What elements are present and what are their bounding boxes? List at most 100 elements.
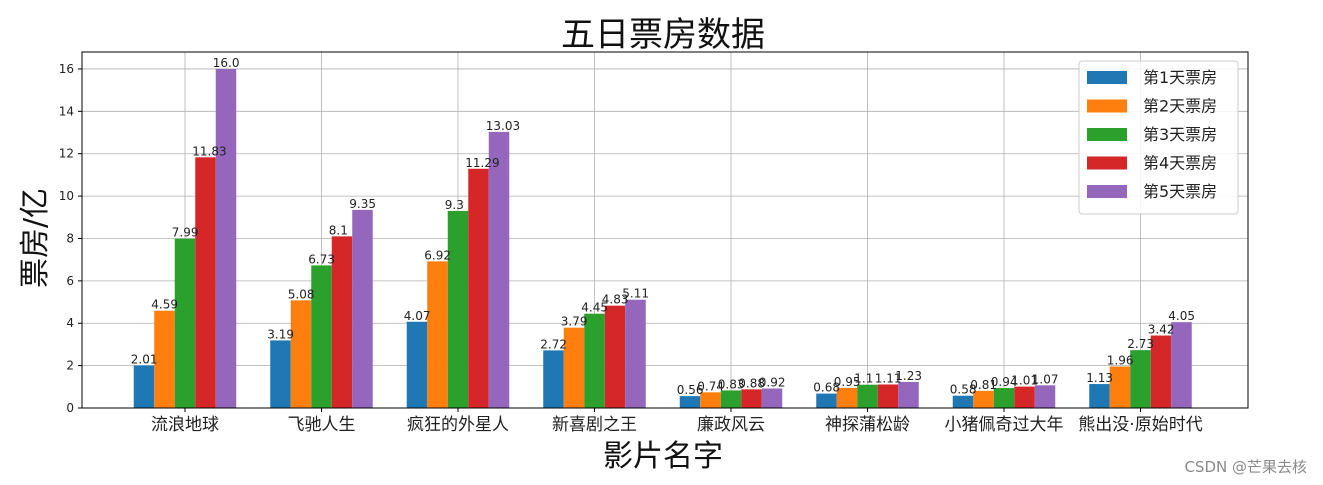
bar: [488, 131, 510, 408]
data-label: 1.11: [875, 371, 902, 385]
data-label: 5.08: [288, 287, 315, 301]
bar: [836, 387, 858, 408]
bar: [270, 340, 291, 408]
data-label: 6.92: [424, 248, 451, 262]
y-tick-label: 12: [59, 147, 74, 161]
legend-swatch: [1087, 156, 1127, 170]
bar: [195, 157, 216, 408]
data-label: 5.11: [622, 287, 649, 301]
y-tick-label: 4: [66, 316, 74, 330]
y-tick-label: 10: [59, 189, 74, 203]
x-tick-label: 流浪地球: [151, 415, 219, 435]
data-label: 0.88: [738, 376, 765, 390]
legend-swatch: [1087, 71, 1127, 84]
y-axis-title: 票房/亿: [18, 188, 53, 288]
y-tick-label: 8: [66, 231, 74, 245]
legend-label: 第5天票房: [1143, 182, 1217, 201]
grid-lines: [82, 52, 1248, 409]
bar: [973, 390, 994, 408]
bar: [700, 392, 721, 408]
data-label: 11.83: [192, 144, 226, 158]
bar: [174, 238, 196, 408]
bar: [447, 210, 469, 408]
legend-label: 第2天票房: [1143, 97, 1217, 116]
data-label: 16.0: [213, 56, 240, 70]
y-tick-label: 16: [59, 62, 74, 76]
bar: [816, 393, 837, 408]
data-label: 2.72: [540, 337, 567, 351]
bar: [311, 265, 332, 408]
data-label: 3.42: [1148, 323, 1175, 337]
data-label: 7.99: [172, 226, 199, 240]
bar: [1150, 335, 1172, 408]
data-label: 1.96: [1107, 353, 1134, 367]
bar: [427, 261, 448, 408]
y-tick-label: 6: [66, 274, 74, 288]
data-label: 1.07: [1032, 372, 1059, 386]
legend-swatch: [1087, 185, 1127, 198]
data-label: 9.35: [349, 197, 376, 211]
data-label: 4.83: [602, 293, 629, 307]
bar: [584, 313, 605, 408]
data-label: 9.3: [445, 198, 464, 212]
bar: [761, 388, 783, 408]
data-label: 3.79: [561, 315, 588, 329]
data-label: 8.1: [329, 223, 348, 237]
data-label: 1.13: [1086, 371, 1113, 385]
bar: [625, 299, 646, 408]
data-label: 0.83: [718, 377, 745, 391]
x-tick-label: 神探蒲松龄: [825, 415, 910, 435]
chart-title: 五日票房数据: [561, 15, 765, 55]
bar: [679, 396, 701, 408]
plot-frame: [81, 51, 1249, 409]
bar: [1130, 350, 1151, 408]
bar: [604, 305, 626, 408]
y-tick-label: 14: [59, 104, 74, 118]
y-tick-label: 0: [66, 401, 74, 415]
bar: [331, 236, 353, 408]
bar: [1171, 322, 1192, 408]
x-axis-title: 影片名字: [603, 439, 723, 474]
bar: [993, 388, 1015, 408]
data-label: 1.01: [1011, 374, 1038, 388]
bar: [406, 321, 428, 408]
x-tick-label: 小猪佩奇过大年: [945, 415, 1064, 435]
bar: [1014, 386, 1035, 408]
data-label: 1.23: [895, 369, 922, 383]
legend-swatch: [1087, 99, 1127, 113]
legend-box: [1078, 60, 1239, 215]
bar: [133, 365, 155, 408]
y-tick-label: 2: [66, 359, 74, 373]
data-label: 4.05: [1168, 309, 1195, 323]
data-label: 1.1: [854, 372, 873, 386]
bar: [352, 209, 373, 408]
bar: [741, 389, 762, 408]
bar: [1089, 384, 1110, 408]
data-label: 0.94: [991, 375, 1018, 389]
bar: [543, 350, 564, 408]
bar: [563, 327, 585, 408]
data-label: 4.45: [581, 301, 608, 315]
data-label: 0.58: [950, 383, 977, 397]
data-label: 2.01: [131, 352, 158, 366]
data-label: 0.95: [834, 375, 861, 389]
x-tick-label: 熊出没·原始时代: [1078, 415, 1202, 435]
watermark-text: CSDN @芒果去核: [1184, 458, 1307, 476]
bar: [857, 384, 878, 408]
data-label: 2.73: [1127, 337, 1154, 351]
data-label: 4.59: [151, 298, 178, 312]
y-axis-ticks: 0 2 4 6 8 10 12 14 16: [59, 62, 82, 415]
data-label: 0.92: [759, 376, 786, 390]
bar: [898, 381, 919, 408]
legend-label: 第4天票房: [1143, 154, 1217, 173]
data-label: 3.19: [267, 327, 294, 341]
x-tick-label: 疯狂的外星人: [407, 415, 509, 435]
data-label: 4.07: [404, 309, 431, 323]
bar: [952, 395, 974, 408]
legend-swatch: [1087, 128, 1127, 141]
bar: [1034, 385, 1056, 408]
data-label: 0.81: [970, 378, 997, 392]
bars-group: [133, 68, 1192, 408]
